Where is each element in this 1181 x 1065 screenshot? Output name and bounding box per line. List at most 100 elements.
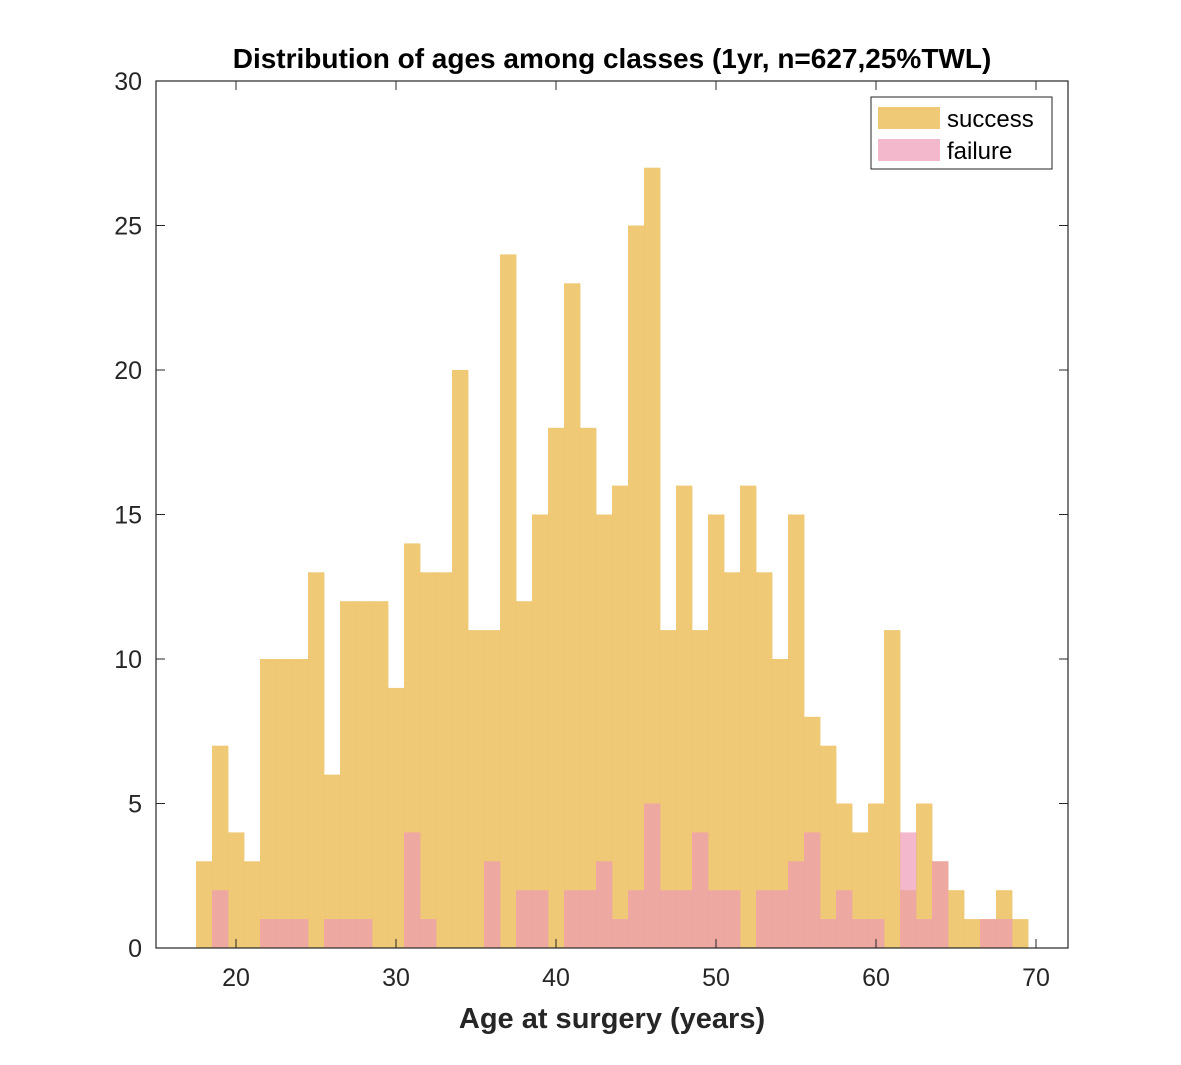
y-tick-label: 10 [114, 646, 142, 674]
y-tick-label: 5 [128, 791, 142, 819]
x-tick-label: 40 [542, 964, 570, 992]
success-bar [500, 254, 517, 948]
success-bar [916, 803, 933, 948]
success-bar [788, 514, 805, 948]
chart-title: Distribution of ages among classes (1yr,… [233, 43, 992, 74]
failure-bar [900, 832, 917, 948]
failure-bars [212, 803, 1013, 948]
failure-bar [660, 890, 677, 948]
failure-bar [644, 803, 661, 948]
failure-bar [212, 890, 229, 948]
success-bar [452, 370, 469, 948]
x-axis-label: Age at surgery (years) [459, 1003, 765, 1035]
success-bar [324, 774, 341, 948]
legend-swatch-success [878, 107, 940, 129]
failure-bar [932, 861, 949, 948]
failure-bar [756, 890, 773, 948]
success-bar [596, 514, 613, 948]
success-bar [756, 572, 773, 948]
success-bar [948, 890, 965, 948]
success-bar [436, 572, 453, 948]
success-bar [564, 283, 581, 948]
x-tick-label: 50 [702, 964, 730, 992]
success-bar [356, 601, 373, 948]
failure-bar [532, 890, 549, 948]
failure-bar [772, 890, 789, 948]
failure-bar [692, 832, 709, 948]
failure-bar [564, 890, 581, 948]
success-bar [724, 572, 741, 948]
success-bar [708, 514, 725, 948]
failure-bar [596, 861, 613, 948]
failure-bar [724, 890, 741, 948]
failure-bar [420, 919, 437, 948]
success-bar [660, 630, 677, 948]
success-bar [340, 601, 357, 948]
failure-bar [516, 890, 533, 948]
legend-label-failure: failure [947, 138, 1012, 165]
success-bar [260, 659, 277, 948]
y-tick-label: 15 [114, 502, 142, 530]
failure-bar [708, 890, 725, 948]
failure-bar [404, 832, 421, 948]
failure-bar [340, 919, 357, 948]
success-bar [676, 485, 693, 948]
success-bar [580, 427, 597, 948]
failure-bar [852, 919, 869, 948]
failure-bar [788, 861, 805, 948]
failure-bar [676, 890, 693, 948]
failure-bar [868, 919, 885, 948]
failure-bar [820, 919, 837, 948]
failure-bar [356, 919, 373, 948]
success-bar [228, 832, 245, 948]
y-tick-label: 25 [114, 213, 142, 241]
success-bar [628, 225, 645, 948]
success-bar [196, 861, 213, 948]
failure-bar [996, 919, 1013, 948]
failure-bar [804, 832, 821, 948]
failure-bar [836, 890, 853, 948]
success-bar [884, 630, 901, 948]
success-bar [820, 745, 837, 948]
success-bar [372, 601, 389, 948]
y-tick-label: 20 [114, 357, 142, 385]
success-bar [308, 572, 325, 948]
x-tick-label: 70 [1022, 964, 1050, 992]
legend: success failure [870, 96, 1053, 170]
x-tick-label: 30 [382, 964, 410, 992]
failure-bar [628, 890, 645, 948]
success-bar [964, 919, 981, 948]
success-bar [1012, 919, 1029, 948]
axes: 20 30 40 50 60 70 0 5 10 15 20 25 30 [114, 68, 1069, 992]
legend-swatch-failure [878, 139, 940, 161]
failure-bar [916, 919, 933, 948]
success-bar [388, 687, 405, 948]
success-bar [516, 601, 533, 948]
failure-bar [276, 919, 293, 948]
success-bars [196, 167, 1029, 948]
y-tick-label: 30 [114, 68, 142, 96]
success-bar [532, 514, 549, 948]
success-bar [644, 167, 661, 948]
success-bar [740, 485, 757, 948]
success-bar [244, 861, 261, 948]
success-bar [468, 630, 485, 948]
x-tick-label: 20 [222, 964, 250, 992]
success-bar [772, 659, 789, 948]
success-bar [420, 572, 437, 948]
y-tick-label: 0 [128, 935, 142, 963]
failure-bar [980, 919, 997, 948]
failure-bar [324, 919, 341, 948]
failure-bar [292, 919, 309, 948]
failure-bar [484, 861, 501, 948]
success-bar [612, 485, 629, 948]
failure-bar [580, 890, 597, 948]
success-bar [292, 659, 309, 948]
success-bar [868, 803, 885, 948]
failure-bar [260, 919, 277, 948]
success-bar [276, 659, 293, 948]
legend-label-success: success [947, 106, 1034, 133]
failure-bar [612, 919, 629, 948]
